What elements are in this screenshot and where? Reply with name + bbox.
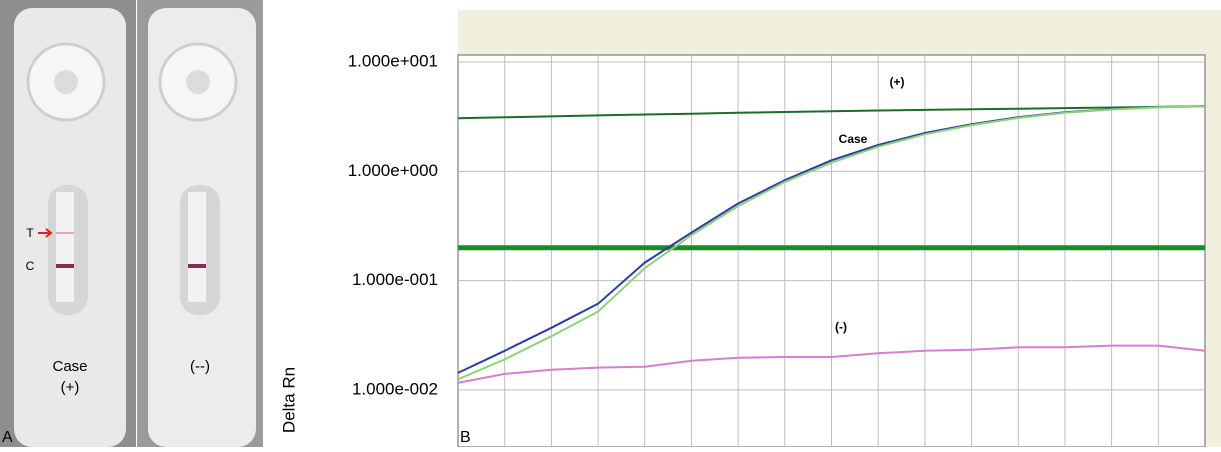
y-tick-label: 1.000e+000 <box>348 161 438 180</box>
control-line <box>56 264 74 268</box>
panel-label: A <box>2 429 13 446</box>
y-tick-label: 1.000e+001 <box>348 52 438 71</box>
result-window <box>56 192 74 302</box>
sample-well <box>54 70 78 94</box>
test-label: T <box>26 226 34 240</box>
result-window <box>188 192 206 302</box>
series-label: (+) <box>890 75 905 89</box>
strip-label: Case <box>52 358 87 375</box>
y-axis-label: Delta Rn <box>279 367 298 433</box>
y-tick-label: 1.000e-001 <box>352 270 438 289</box>
panel-label: B <box>460 429 471 446</box>
control-label: C <box>26 259 35 273</box>
figure: T C Case (+) (--) A Delta Rn B 1.000e+00… <box>0 0 1221 447</box>
series-label: Case <box>839 132 868 146</box>
test-line <box>56 232 74 234</box>
strip-label: (+) <box>61 379 80 396</box>
y-tick-label: 1.000e-002 <box>352 379 438 398</box>
series-label: (-) <box>835 320 847 334</box>
sample-well <box>186 70 210 94</box>
strip-label: (--) <box>190 358 210 375</box>
control-line <box>188 264 206 268</box>
